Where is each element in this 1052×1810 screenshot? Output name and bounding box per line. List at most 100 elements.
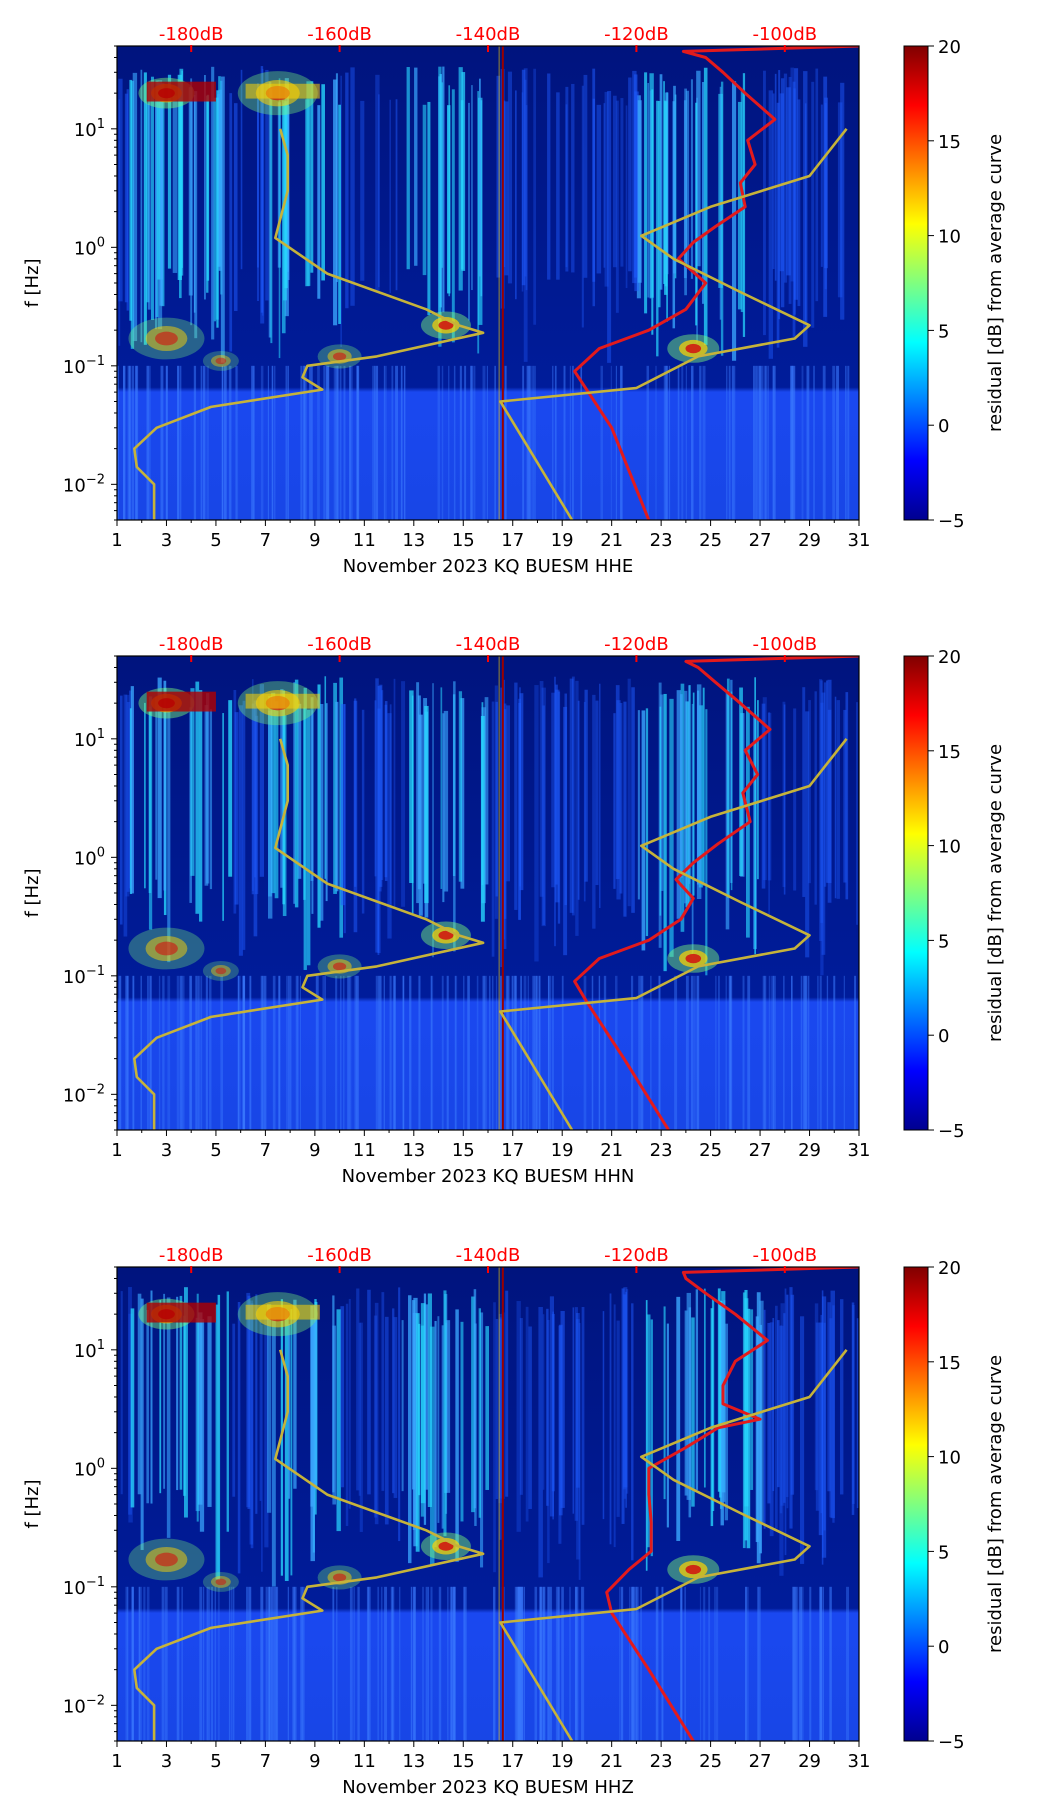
heatmap-streak: [374, 1302, 379, 1525]
heatmap-streak: [176, 1296, 179, 1491]
heatmap-low-streak: [391, 365, 394, 520]
heatmap-streak: [480, 1312, 484, 1568]
heatmap-streak: [818, 1322, 823, 1536]
heatmap-streak: [150, 76, 154, 320]
heatmap-low-streak: [832, 365, 836, 520]
hotspot-core: [438, 1541, 454, 1551]
heatmap-low-streak: [668, 365, 671, 520]
colorbar-tick-label: 20: [938, 1258, 961, 1279]
x-tick-label: 29: [798, 1751, 821, 1772]
heatmap-streak: [783, 704, 786, 895]
heatmap-low-streak: [655, 365, 657, 520]
heatmap-streak: [313, 1305, 317, 1490]
heatmap-streak: [821, 692, 826, 955]
heatmap-streak: [460, 1321, 464, 1522]
heatmap-low-streak: [287, 975, 289, 1130]
heatmap-low-streak: [665, 365, 669, 520]
heatmap-streak: [250, 1303, 254, 1549]
heatmap-streak: [619, 702, 623, 894]
series-olive-curve-left: [133, 128, 485, 520]
heatmap-streak: [826, 680, 828, 883]
heatmap-streak: [495, 701, 498, 897]
heatmap-low-streak: [500, 975, 503, 1130]
heatmap-streak: [424, 705, 429, 904]
heatmap-low-streak: [453, 1586, 456, 1741]
heatmap-streak: [834, 696, 837, 899]
heatmap-low-streak: [555, 1586, 559, 1741]
colorbar-tick-label: 0: [938, 1026, 949, 1047]
heatmap-streak: [166, 1297, 171, 1538]
heatmap-streak: [717, 1288, 721, 1492]
heatmap-low-streak: [807, 975, 810, 1130]
colorbar-tick-label: 15: [938, 132, 961, 153]
heatmap-low-streak: [343, 365, 346, 520]
heatmap-streak: [484, 697, 489, 885]
heatmap-low-streak: [375, 975, 379, 1130]
heatmap-streak: [783, 73, 788, 283]
x-tick-label: 23: [650, 1140, 673, 1161]
heatmap-streak: [260, 84, 265, 324]
heatmap-streak: [280, 689, 284, 888]
heatmap-streak: [163, 680, 167, 891]
heatmap-low-streak: [209, 975, 212, 1130]
heatmap-low-streak: [534, 1586, 538, 1741]
heatmap-low-streak: [270, 1586, 273, 1741]
heatmap-low-streak: [519, 1586, 523, 1741]
heatmap-low-streak: [464, 365, 467, 520]
heatmap-streak: [815, 68, 819, 302]
colorbar-label: residual [dB] from average curve: [985, 744, 1006, 1042]
heatmap-streak: [259, 684, 265, 877]
x-tick-label: 7: [260, 1140, 271, 1161]
heatmap-streak: [264, 1316, 269, 1548]
heatmap-low-streak: [703, 1586, 706, 1741]
heatmap-low-streak: [271, 1586, 273, 1741]
heatmap-streak: [437, 1316, 440, 1523]
heatmap-streak: [565, 104, 568, 268]
heatmap-low-streak: [819, 975, 822, 1130]
heatmap-low-streak: [551, 975, 554, 1130]
hotspot-core: [685, 953, 702, 964]
top-db-label: -160dB: [307, 24, 372, 45]
heatmap-low-streak: [295, 975, 298, 1130]
heatmap-low-streak: [829, 1586, 832, 1741]
heatmap-low-streak: [249, 1586, 252, 1741]
plot-area: [117, 1267, 859, 1741]
heatmap-streak: [261, 68, 264, 316]
heatmap-streak: [207, 1316, 212, 1507]
heatmap-streak: [422, 104, 427, 276]
heatmap-streak: [333, 682, 337, 894]
heatmap-streak: [411, 1300, 416, 1490]
heatmap-streak: [424, 1304, 429, 1490]
heatmap-streak: [499, 1317, 502, 1540]
heatmap-streak: [406, 67, 410, 270]
heatmap-low-streak: [181, 975, 184, 1130]
y-tick-label: 101: [74, 1338, 105, 1362]
heatmap-streak: [118, 78, 123, 302]
heatmap-streak: [268, 81, 272, 338]
colorbar-tick-label: 5: [938, 321, 949, 342]
top-db-label: -100dB: [752, 24, 817, 45]
heatmap-streak: [310, 1305, 314, 1507]
heatmap-low-streak: [663, 365, 667, 520]
heatmap-low-streak: [483, 975, 487, 1130]
x-tick-label: 13: [402, 1751, 425, 1772]
heatmap-streak: [384, 1316, 389, 1525]
heatmap-low-streak: [802, 975, 804, 1130]
heatmap-low-streak: [533, 975, 537, 1130]
heatmap-low-streak: [260, 365, 264, 520]
heatmap-low-streak: [195, 975, 198, 1130]
heatmap-streak: [558, 1324, 563, 1516]
heatmap-streak: [793, 708, 797, 891]
x-tick-label: 15: [452, 1140, 475, 1161]
heatmap-streak: [832, 1305, 835, 1523]
heatmap-streak: [271, 1318, 276, 1587]
heatmap-low-streak: [413, 1586, 416, 1741]
heatmap-streak: [494, 685, 498, 919]
heatmap-streak: [126, 702, 130, 892]
heatmap-low-streak: [232, 1586, 235, 1741]
heatmap-streak: [375, 74, 380, 292]
heatmap-streak: [354, 698, 357, 887]
heatmap-streak: [539, 681, 544, 897]
heatmap-low-streak: [267, 365, 269, 520]
